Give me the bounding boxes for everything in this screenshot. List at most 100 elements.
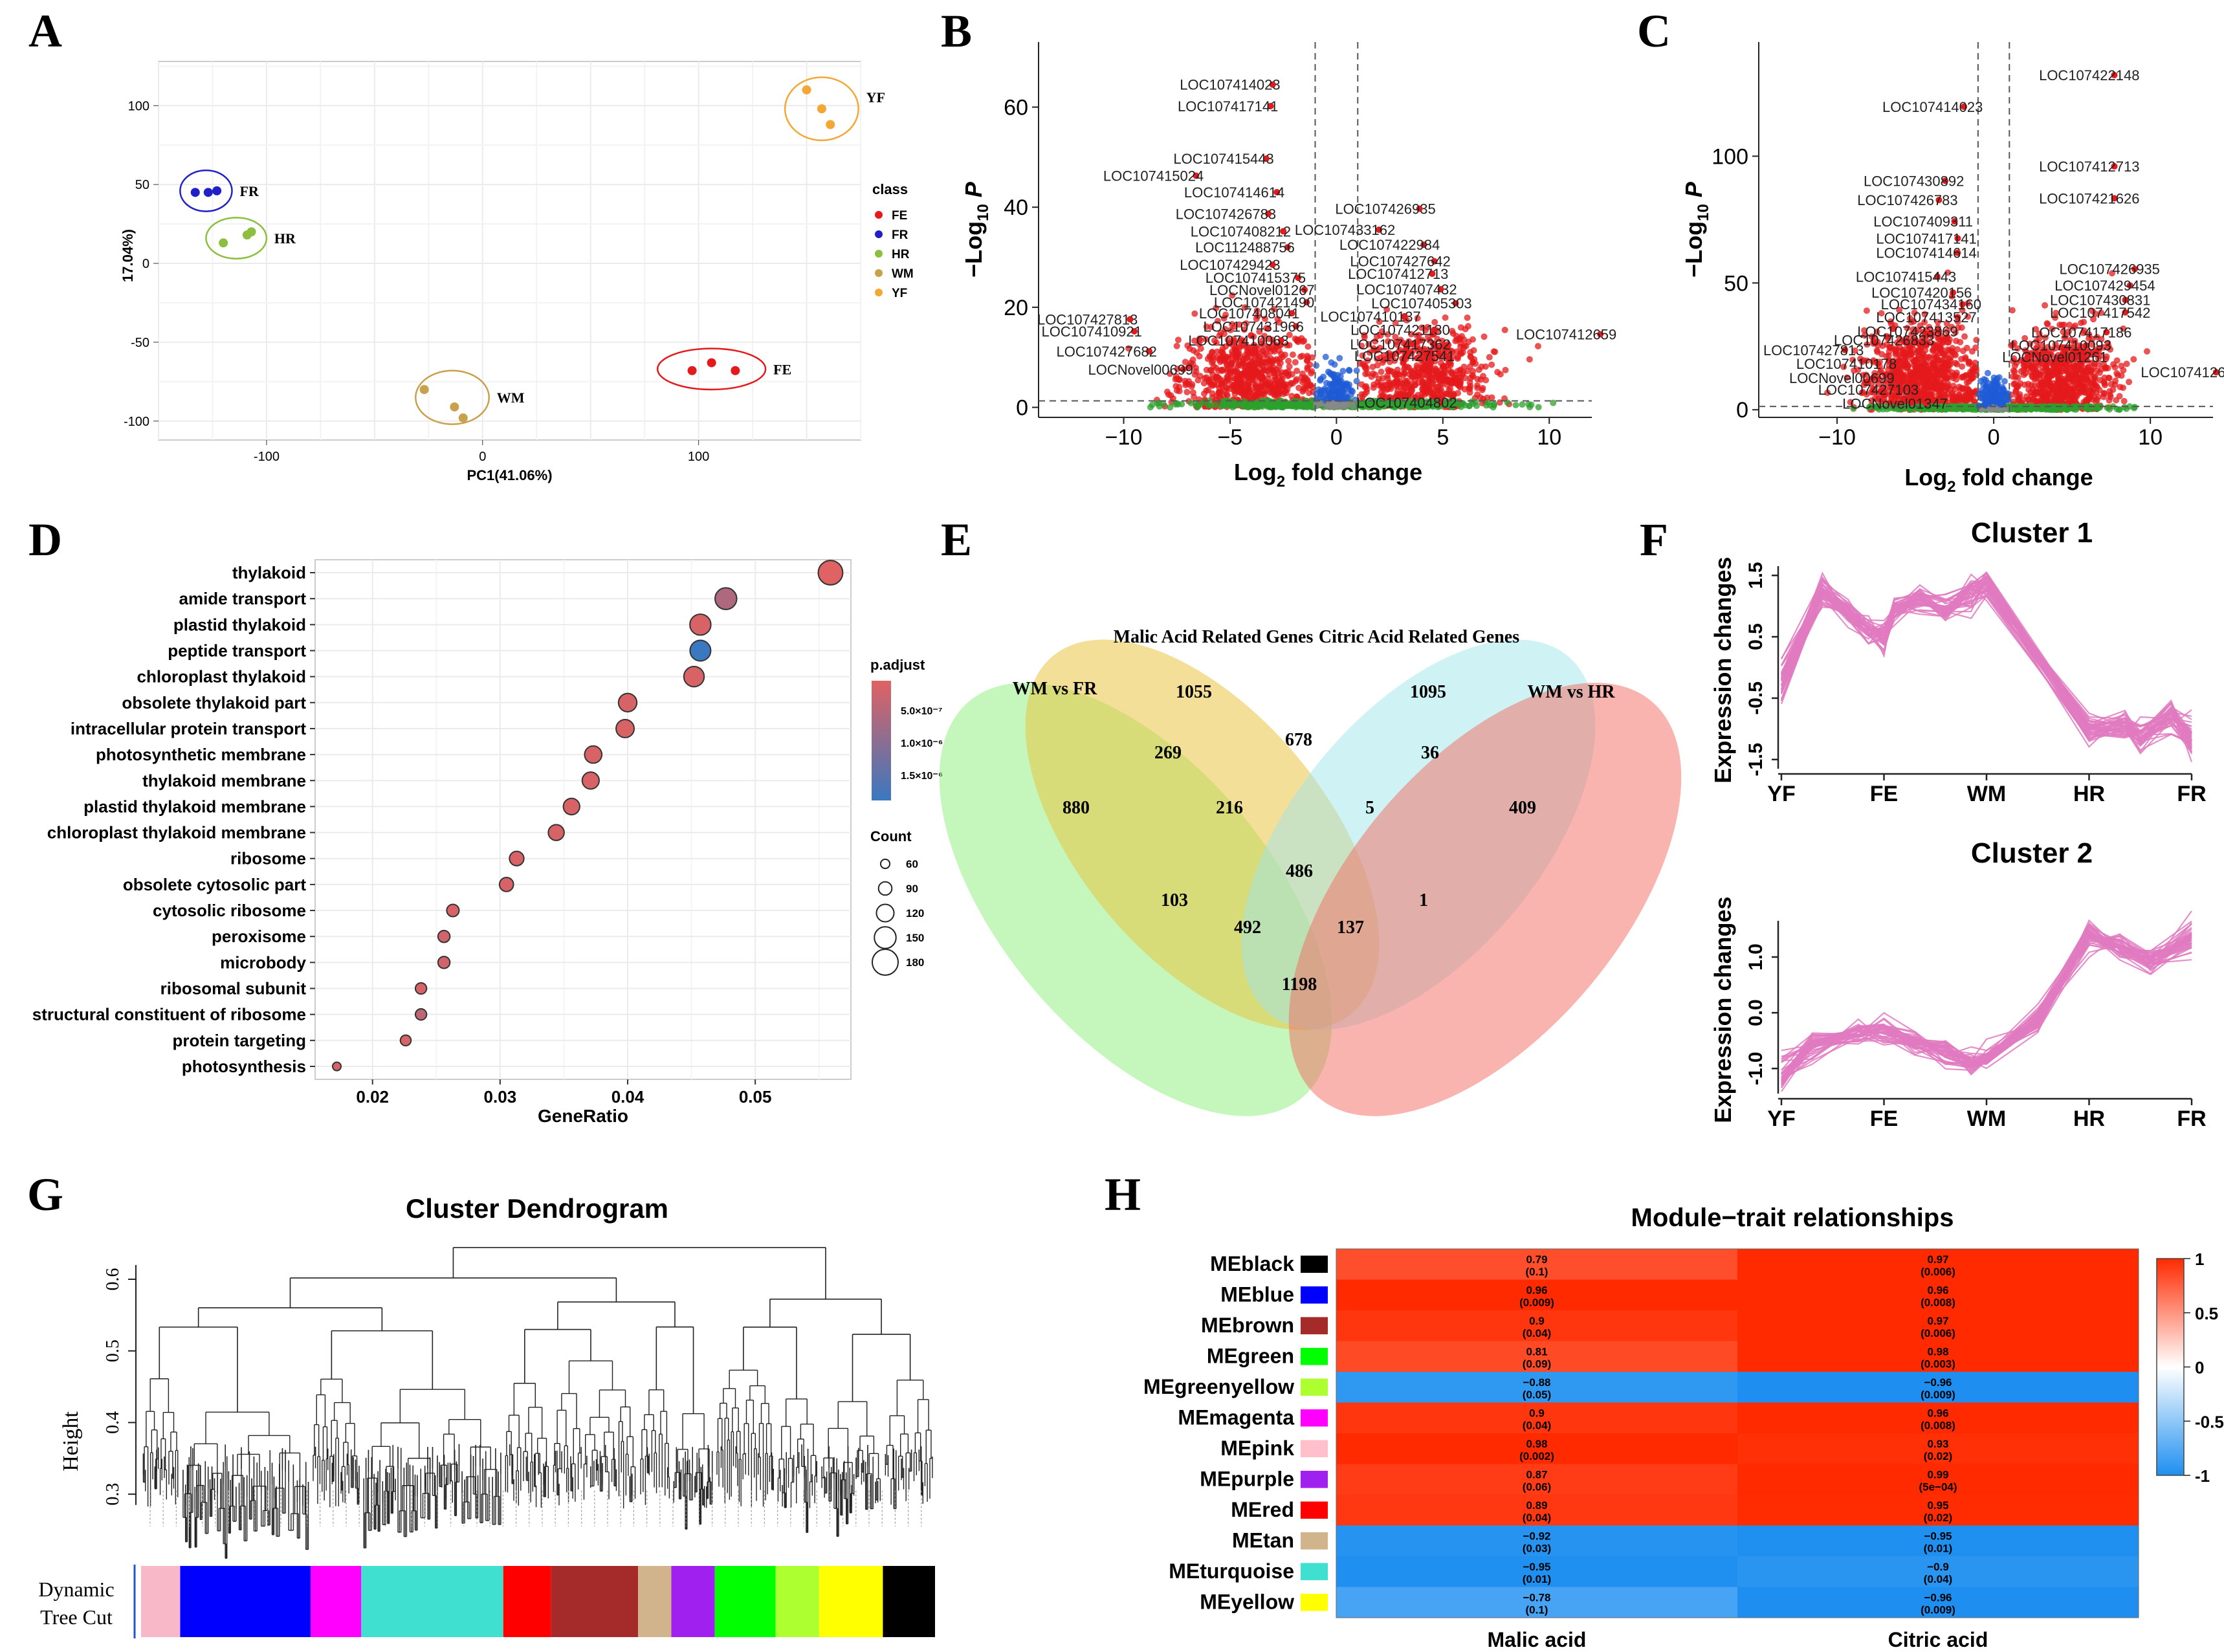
go-term-dot: [547, 824, 565, 841]
gene-point: [1486, 354, 1493, 361]
chart-B: −10 −5 0 5 10 0 20 40 60 LOC107414023 LOC107417141…: [960, 42, 1616, 490]
gene-point: [1914, 348, 1921, 355]
gene-point: [1448, 370, 1455, 377]
gene-point: [1930, 380, 1937, 388]
x-tick-label: 5: [1437, 425, 1449, 450]
gene-point: [1401, 370, 1408, 377]
gene-label: LOC107415443: [1173, 151, 1273, 167]
gene-point: [1482, 377, 1490, 384]
gene-point: [1984, 369, 1991, 377]
gene-point: [1962, 355, 1969, 362]
gene-point: [1156, 402, 1163, 410]
x-tick-label: WM: [1967, 782, 2006, 806]
gene-point: [1248, 373, 1255, 380]
gene-point: [1286, 331, 1293, 338]
chart-F1: Cluster 1 -1.5 -0.5 0.5 1.5 YF FE WM HR FR Express…: [1710, 517, 2207, 806]
x-tick-label: 10: [1537, 425, 1561, 450]
gene-point: [1270, 366, 1277, 373]
gene-point: [1475, 366, 1482, 373]
legend-label-FE: FE: [892, 209, 907, 223]
gene-point: [1218, 357, 1225, 364]
gene-point: [1294, 337, 1301, 344]
gene-point: [2120, 384, 2127, 391]
y-tick-label: -100: [124, 415, 149, 429]
y-tick-label: 0.0: [1745, 999, 1767, 1026]
gene-point: [1209, 371, 1217, 378]
gene-point: [1222, 325, 1229, 333]
gene-point: [1928, 371, 1935, 379]
gene-point: [1184, 388, 1191, 395]
gene-label: LOC107414614: [1876, 245, 1976, 261]
gene-point: [1460, 336, 1468, 344]
gene-point: [1466, 363, 1473, 370]
gene-point: [1913, 365, 1920, 372]
x-tick-label: -100: [254, 450, 280, 464]
go-term-dot: [584, 745, 603, 764]
gene-point: [1363, 383, 1370, 390]
size-legend-label: 90: [906, 883, 918, 895]
group-label-YF: YF: [866, 89, 885, 105]
go-term-dot: [399, 1034, 412, 1047]
gene-point: [1434, 335, 1441, 342]
x-axis-label: PC1(41.06%): [467, 467, 552, 483]
gene-point: [1202, 336, 1209, 343]
go-term-dot: [446, 903, 460, 918]
gene-point: [1285, 357, 1292, 364]
gene-point: [1921, 385, 1928, 392]
venn-set-label: Malic Acid Related Genes: [1114, 627, 1314, 647]
gene-label: LOC107415443: [1856, 269, 1956, 285]
gene-point: [1346, 367, 1353, 374]
gene-point: [1230, 343, 1237, 350]
gene-point: [1959, 363, 1966, 370]
gene-point: [1957, 386, 1964, 393]
gene-point: [1261, 367, 1268, 374]
gene-point: [1937, 343, 1944, 350]
gene-label: LOC107415024: [1103, 168, 1204, 184]
gene-point: [1908, 371, 1915, 378]
gene-point: [1317, 389, 1324, 396]
gene-label: LOC107417141: [1178, 98, 1278, 115]
gene-point: [1242, 364, 1249, 371]
x-tick-label: FR: [2177, 782, 2206, 806]
gene-point: [1313, 362, 1320, 369]
gene-point: [1474, 375, 1481, 382]
y-tick-label: -1.5: [1745, 743, 1767, 776]
sample-point-WM: [458, 413, 468, 423]
gene-point: [1258, 340, 1265, 347]
y-tick-label: 1.5: [1745, 562, 1767, 589]
sample-point-FR: [203, 188, 213, 197]
gene-point: [1230, 335, 1237, 342]
gene-point: [1211, 337, 1218, 344]
gene-point: [1176, 388, 1183, 395]
gene-label: LOC107404802: [1356, 395, 1457, 411]
gene-point: [1242, 388, 1249, 395]
gene-point: [1182, 358, 1189, 366]
gene-point: [2028, 364, 2035, 371]
gene-point: [1426, 368, 1433, 375]
gene-point: [1173, 373, 1180, 380]
gene-point: [1345, 384, 1352, 391]
color-legend-label: 5.0×10⁻⁷: [901, 706, 942, 717]
gene-point: [1173, 382, 1180, 390]
gene-point: [2114, 371, 2121, 379]
gene-point: [1209, 390, 1216, 397]
venn-region-count: 1: [1419, 890, 1428, 910]
venn-region-count: 1198: [1282, 975, 1317, 995]
gene-point: [1457, 343, 1464, 350]
gene-point: [1224, 373, 1231, 380]
gene-point: [2130, 356, 2137, 363]
panel-letter-B: B: [941, 5, 972, 57]
gene-point: [1434, 368, 1441, 375]
gene-label: LOC107414614: [1184, 184, 1284, 201]
legend-key-FR: [875, 230, 883, 238]
x-tick-label: −10: [1818, 425, 1856, 450]
gene-point: [2038, 382, 2045, 389]
gene-point: [1936, 357, 1943, 364]
gene-point: [1235, 379, 1242, 386]
venn-region-count: 678: [1285, 730, 1312, 750]
gene-point: [1371, 338, 1378, 345]
gene-point: [1908, 351, 1915, 358]
gene-point: [1289, 351, 1296, 358]
gene-point: [1405, 364, 1413, 371]
group-label-FR: FR: [240, 183, 259, 199]
